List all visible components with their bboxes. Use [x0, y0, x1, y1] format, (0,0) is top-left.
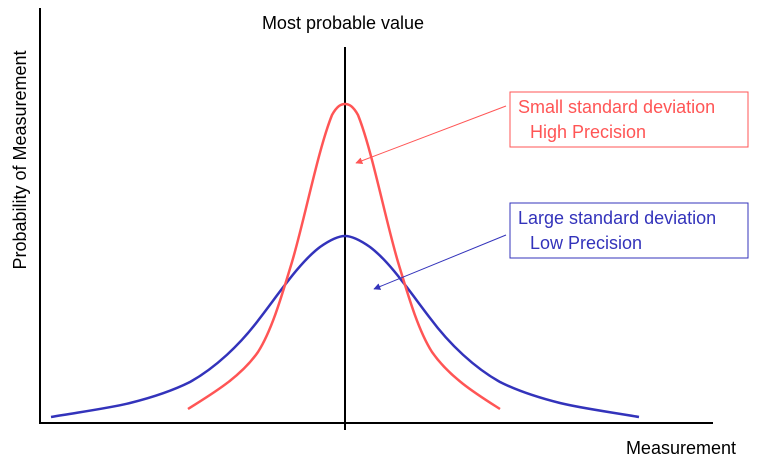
large-std-callout: Large standard deviation Low Precision: [509, 202, 749, 259]
large-std-arrow: [373, 234, 507, 290]
small-std-arrow: [355, 105, 507, 165]
small-std-label: Small standard deviation: [518, 97, 715, 117]
small-std-callout: Small standard deviation High Precision: [509, 91, 749, 148]
y-axis-label: Probability of Measurement: [10, 50, 30, 269]
large-std-box: [509, 202, 749, 259]
large-std-label: Large standard deviation: [518, 208, 716, 228]
wide-distribution-curve: [50, 234, 640, 419]
small-std-box: [509, 91, 749, 148]
x-axis-label: Measurement: [626, 438, 736, 458]
narrow-distribution-curve: [187, 102, 501, 411]
high-precision-label: High Precision: [530, 122, 646, 142]
most-probable-label: Most probable value: [262, 13, 424, 33]
low-precision-label: Low Precision: [530, 233, 642, 253]
